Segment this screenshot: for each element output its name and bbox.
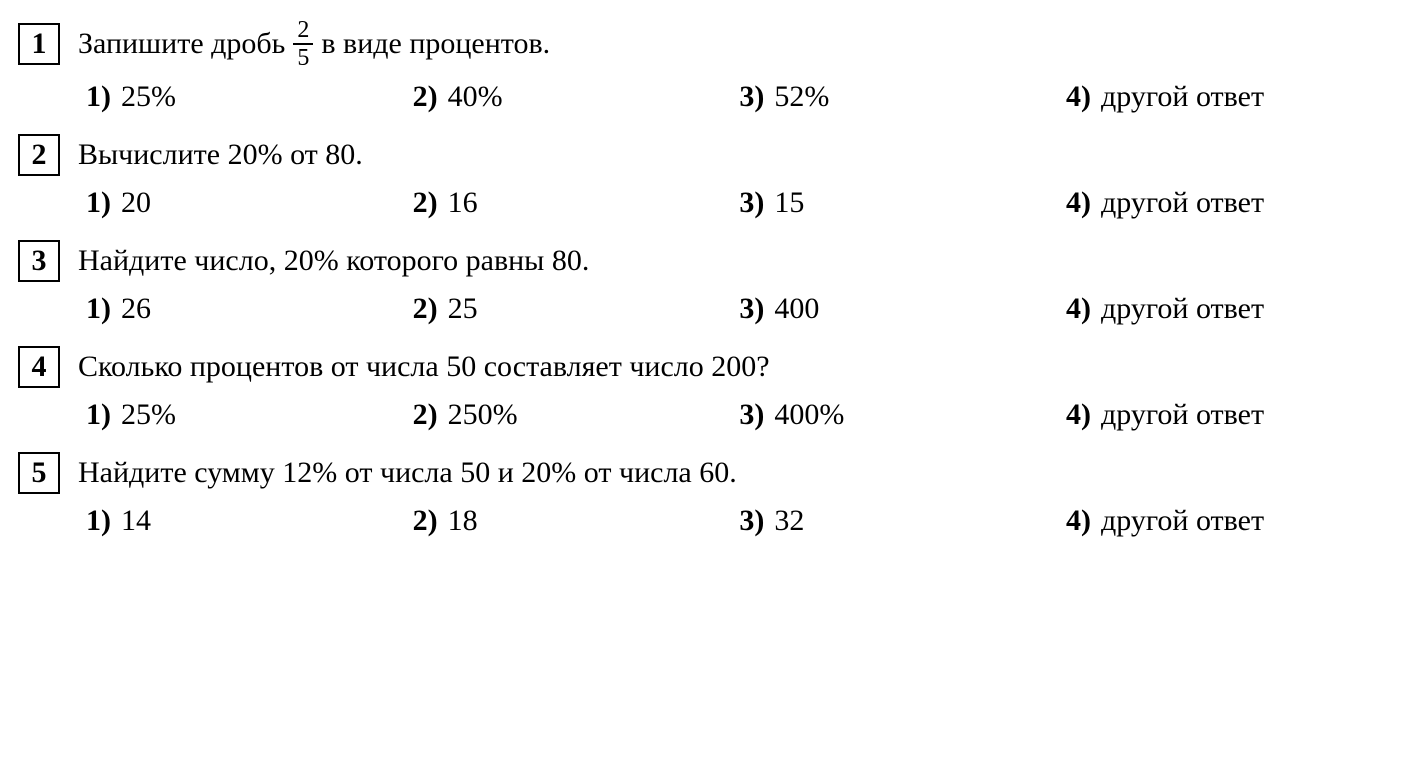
question-text: Вычислите 20% от 80. [78, 140, 363, 170]
option-text: 26 [121, 294, 151, 324]
question-text: Найдите сумму 12% от числа 50 и 20% от ч… [78, 458, 737, 488]
option-label: 1) [86, 188, 111, 218]
question-text-before: Запишите дробь [78, 29, 285, 59]
option-label: 3) [739, 82, 764, 112]
option-label: 1) [86, 294, 111, 324]
question-row: 5 Найдите сумму 12% от числа 50 и 20% от … [18, 452, 1401, 494]
question-row: 2 Вычислите 20% от 80. [18, 134, 1401, 176]
question-text-before: Сколько процентов от числа 50 составляет… [78, 352, 770, 382]
option-text: 20 [121, 188, 151, 218]
answer-option: 2) 250% [413, 400, 613, 430]
option-text: 40% [448, 82, 503, 112]
answer-option: 3) 52% [739, 82, 939, 112]
option-label: 3) [739, 400, 764, 430]
option-text: другой ответ [1101, 400, 1264, 430]
answers-row: 1) 20 2) 16 3) 15 4) другой ответ [86, 188, 1366, 218]
question-text: Запишите дробь 25 в виде процентов. [78, 18, 550, 70]
option-text: 14 [121, 506, 151, 536]
answers-row: 1) 26 2) 25 3) 400 4) другой ответ [86, 294, 1366, 324]
option-text: 25 [448, 294, 478, 324]
question-row: 4 Сколько процентов от числа 50 составляе… [18, 346, 1401, 388]
answers-row: 1) 25% 2) 40% 3) 52% 4) другой ответ [86, 82, 1366, 112]
answer-option: 4) другой ответ [1066, 400, 1366, 430]
answer-option: 1) 14 [86, 506, 286, 536]
question-number-box: 1 [18, 23, 60, 65]
answer-option: 1) 26 [86, 294, 286, 324]
option-text: 52% [774, 82, 829, 112]
fraction: 25 [293, 18, 313, 70]
answer-option: 2) 18 [413, 506, 613, 536]
question-text-after: в виде процентов. [321, 29, 550, 59]
fraction-numerator: 2 [293, 18, 313, 45]
option-label: 1) [86, 506, 111, 536]
question-number-box: 2 [18, 134, 60, 176]
answer-option: 4) другой ответ [1066, 82, 1366, 112]
option-text: 18 [448, 506, 478, 536]
answers-row: 1) 14 2) 18 3) 32 4) другой ответ [86, 506, 1366, 536]
answer-option: 1) 25% [86, 82, 286, 112]
option-label: 2) [413, 82, 438, 112]
question-text: Сколько процентов от числа 50 составляет… [78, 352, 770, 382]
option-text: 16 [448, 188, 478, 218]
answer-option: 2) 25 [413, 294, 613, 324]
option-label: 1) [86, 82, 111, 112]
option-label: 2) [413, 506, 438, 536]
option-label: 4) [1066, 188, 1091, 218]
answer-option: 1) 20 [86, 188, 286, 218]
answer-option: 4) другой ответ [1066, 188, 1366, 218]
option-text: другой ответ [1101, 506, 1264, 536]
worksheet: 1Запишите дробь 25 в виде процентов.1)25… [18, 18, 1401, 536]
answer-option: 2) 16 [413, 188, 613, 218]
option-text: другой ответ [1101, 82, 1264, 112]
question-text-before: Найдите сумму 12% от числа 50 и 20% от ч… [78, 458, 737, 488]
option-text: 32 [774, 506, 804, 536]
answer-option: 3) 400 [739, 294, 939, 324]
question-row: 1 Запишите дробь 25 в виде процентов. [18, 18, 1401, 70]
question-row: 3 Найдите число, 20% которого равны 80. [18, 240, 1401, 282]
answer-option: 1) 25% [86, 400, 286, 430]
answers-row: 1) 25% 2) 250% 3) 400% 4) другой ответ [86, 400, 1366, 430]
option-text: 400% [774, 400, 844, 430]
option-label: 3) [739, 506, 764, 536]
option-label: 4) [1066, 400, 1091, 430]
option-label: 2) [413, 188, 438, 218]
option-label: 3) [739, 188, 764, 218]
question-text-before: Вычислите 20% от 80. [78, 140, 363, 170]
option-label: 3) [739, 294, 764, 324]
answer-option: 3) 400% [739, 400, 939, 430]
option-label: 2) [413, 294, 438, 324]
question-number-box: 4 [18, 346, 60, 388]
option-label: 2) [413, 400, 438, 430]
option-text: 250% [448, 400, 518, 430]
fraction-denominator: 5 [293, 45, 313, 70]
question-number-box: 3 [18, 240, 60, 282]
option-text: 25% [121, 400, 176, 430]
option-label: 4) [1066, 506, 1091, 536]
option-text: 25% [121, 82, 176, 112]
option-label: 4) [1066, 294, 1091, 324]
answer-option: 2) 40% [413, 82, 613, 112]
answer-option: 4) другой ответ [1066, 506, 1366, 536]
option-text: 400 [774, 294, 819, 324]
answer-option: 3) 15 [739, 188, 939, 218]
answer-option: 3) 32 [739, 506, 939, 536]
question-number-box: 5 [18, 452, 60, 494]
option-text: другой ответ [1101, 294, 1264, 324]
answer-option: 4) другой ответ [1066, 294, 1366, 324]
question-text: Найдите число, 20% которого равны 80. [78, 246, 589, 276]
option-text: 15 [774, 188, 804, 218]
option-text: другой ответ [1101, 188, 1264, 218]
option-label: 4) [1066, 82, 1091, 112]
option-label: 1) [86, 400, 111, 430]
question-text-before: Найдите число, 20% которого равны 80. [78, 246, 589, 276]
